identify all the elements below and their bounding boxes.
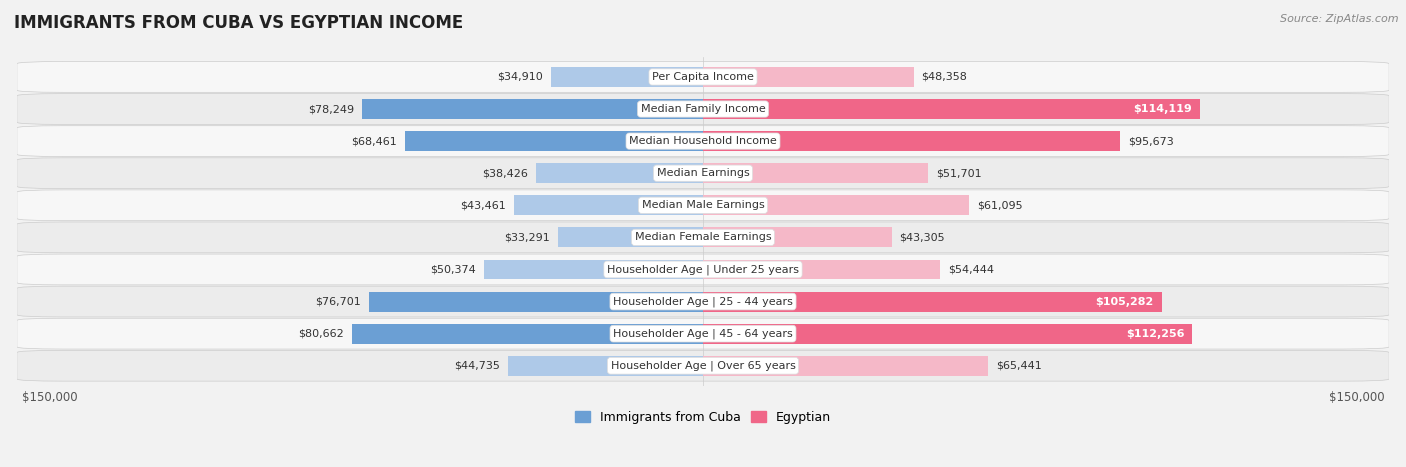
Bar [703,260,941,279]
Bar [405,131,703,151]
FancyBboxPatch shape [17,254,1389,285]
Bar [513,195,703,215]
FancyBboxPatch shape [17,158,1389,189]
Text: Median Female Earnings: Median Female Earnings [634,233,772,242]
Text: Median Earnings: Median Earnings [657,168,749,178]
Text: Householder Age | Under 25 years: Householder Age | Under 25 years [607,264,799,275]
Text: $44,735: $44,735 [454,361,501,371]
Text: $54,444: $54,444 [948,264,994,275]
Bar [368,291,703,311]
Bar [536,163,703,183]
Text: Householder Age | 25 - 44 years: Householder Age | 25 - 44 years [613,296,793,307]
Text: Householder Age | 45 - 64 years: Householder Age | 45 - 64 years [613,328,793,339]
FancyBboxPatch shape [17,93,1389,124]
Text: $112,256: $112,256 [1126,329,1184,339]
Text: $34,910: $34,910 [498,72,543,82]
Bar [703,324,1192,344]
Bar [551,67,703,87]
Bar [703,195,969,215]
Text: $51,701: $51,701 [936,168,981,178]
Bar [363,99,703,119]
Text: $95,673: $95,673 [1128,136,1174,146]
FancyBboxPatch shape [17,126,1389,156]
Bar [508,356,703,375]
FancyBboxPatch shape [17,190,1389,221]
Text: $33,291: $33,291 [505,233,550,242]
Bar [703,291,1161,311]
Bar [703,99,1201,119]
Text: Per Capita Income: Per Capita Income [652,72,754,82]
Bar [703,131,1119,151]
Text: Median Household Income: Median Household Income [628,136,778,146]
Legend: Immigrants from Cuba, Egyptian: Immigrants from Cuba, Egyptian [569,406,837,429]
Bar [352,324,703,344]
FancyBboxPatch shape [17,62,1389,92]
Bar [703,67,914,87]
Text: $68,461: $68,461 [352,136,396,146]
Bar [484,260,703,279]
Bar [558,227,703,248]
Text: $65,441: $65,441 [995,361,1042,371]
Text: $61,095: $61,095 [977,200,1022,210]
Bar [703,356,988,375]
Text: $43,461: $43,461 [460,200,506,210]
Bar [703,163,928,183]
FancyBboxPatch shape [17,350,1389,381]
Text: $80,662: $80,662 [298,329,343,339]
Text: IMMIGRANTS FROM CUBA VS EGYPTIAN INCOME: IMMIGRANTS FROM CUBA VS EGYPTIAN INCOME [14,14,464,32]
Text: $48,358: $48,358 [921,72,967,82]
Text: $78,249: $78,249 [308,104,354,114]
Text: $38,426: $38,426 [482,168,527,178]
Text: $114,119: $114,119 [1133,104,1192,114]
Text: $105,282: $105,282 [1095,297,1154,306]
FancyBboxPatch shape [17,318,1389,349]
Text: Median Family Income: Median Family Income [641,104,765,114]
Text: $43,305: $43,305 [900,233,945,242]
Text: $50,374: $50,374 [430,264,475,275]
Text: $76,701: $76,701 [315,297,361,306]
Text: Source: ZipAtlas.com: Source: ZipAtlas.com [1281,14,1399,24]
FancyBboxPatch shape [17,286,1389,317]
FancyBboxPatch shape [17,222,1389,253]
Text: Householder Age | Over 65 years: Householder Age | Over 65 years [610,361,796,371]
Bar [703,227,891,248]
Text: Median Male Earnings: Median Male Earnings [641,200,765,210]
